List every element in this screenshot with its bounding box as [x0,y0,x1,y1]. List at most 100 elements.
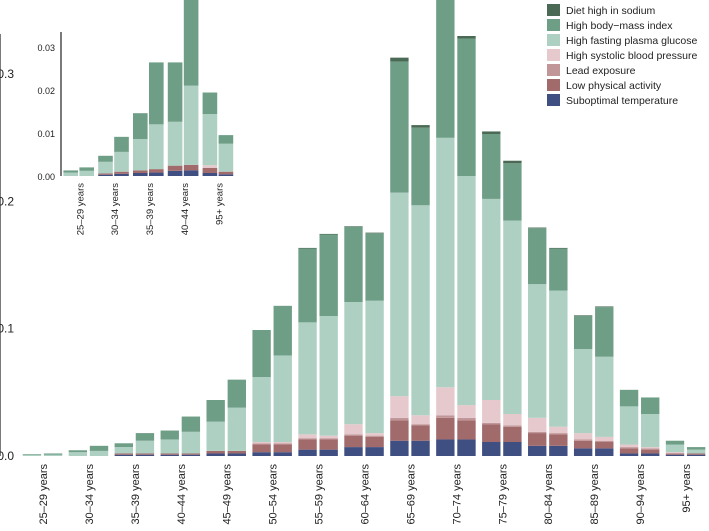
main-bar-segment [319,439,338,450]
main-bar-segment [482,400,501,423]
main-x-tick-label: 80–84 years [543,464,555,525]
main-bar-segment [273,444,292,453]
inset-bar-segment [98,173,113,175]
main-bar-segment [686,453,706,455]
main-bar-segment [573,315,593,316]
main-x-tick-label: 45–49 years [222,464,234,525]
main-bar-segment [390,57,409,62]
main-y-tick-label: 0.2 [0,194,14,208]
main-bar-segment [135,433,155,441]
main-bar-segment [503,425,522,427]
inset-bar-segment [202,92,218,115]
main-bar-segment [22,454,42,456]
main-bar-segment [503,442,522,456]
main-bar-segment [273,355,292,442]
main-bar-segment [436,387,455,416]
main-bar-segment [457,38,476,176]
main-x-tick-label: 35–39 years [130,464,142,525]
main-bar-segment [344,302,363,425]
inset-x-tick-label: 95+ years [215,183,226,225]
main-bar-segment [573,316,593,350]
main-bar-segment [135,454,155,456]
inset-bar-segment [98,161,113,174]
legend-swatch [547,4,560,16]
main-bar-segment [206,453,225,456]
main-x-tick-label: 30–34 years [84,464,96,525]
main-bar-segment [365,435,384,437]
inset-bar-segment [218,171,234,175]
main-bar-segment [411,425,430,441]
inset-bar-segment [149,172,164,176]
inset-bar-segment [183,164,199,171]
main-bar-segment [89,450,109,456]
main-bar-segment [22,454,42,455]
main-bar-segment [595,306,614,308]
main-bar-segment [135,440,155,454]
main-bar-segment [411,205,430,416]
main-bar-segment [619,444,639,448]
main-bar-segment [252,377,271,442]
main-x-tick-label: 70–74 years [451,464,463,525]
inset-bar-segment [183,85,199,165]
main-bar-segment [503,414,522,426]
main-bar-segment [482,422,501,425]
main-y-tick-label: 0.3 [0,67,14,81]
inset-y-tick-label: 0.00 [37,172,55,182]
main-bar-segment [298,434,317,439]
main-bar-segment [528,433,547,446]
main-y-tick-label: 0.0 [0,449,14,463]
legend-swatch [547,34,560,46]
main-bar-segment [206,450,225,454]
main-bar-segment [181,453,201,455]
main-bar-segment [436,415,455,418]
main-bar-segment [390,61,409,193]
main-bar-segment [457,405,476,418]
legend: Diet high in sodium High body−mass index H… [547,4,697,107]
main-bar-segment [298,439,317,450]
main-bar-segment [181,431,201,454]
main-bar-segment [227,453,246,456]
legend-swatch [547,94,560,106]
main-bar-segment [181,416,201,432]
main-bar-segment [89,445,109,451]
main-bar-segment [482,424,501,442]
main-bar-segment [273,452,292,456]
main-bar-segment [160,453,179,455]
main-bar-segment [319,233,338,235]
main-bar-segment [319,438,338,440]
inset-bar-segment [202,114,218,166]
inset-bar-segment [202,172,218,176]
main-bar-segment [457,439,476,456]
inset-bar-segment [132,170,148,173]
main-bar-segment [573,440,593,449]
main-bar-segment [344,226,363,302]
main-bar-segment [160,439,179,454]
main-bar-segment [549,445,568,456]
main-bar-segment [503,426,522,442]
main-bar-segment [619,447,639,449]
main-bar-segment [595,440,614,442]
inset-bar-segment [114,151,129,172]
main-bar-segment [482,198,501,400]
main-bar-segment [595,436,614,441]
main-bar-segment [227,407,246,451]
main-bar-segment [457,176,476,406]
main-bar-segment [686,454,706,456]
inset-bar-segment [218,174,234,176]
main-bar-segment [686,447,706,450]
inset-bar-segment [183,0,199,86]
main-bar-segment [573,349,593,434]
main-bar-segment [365,300,384,434]
main-bar-segment [595,356,614,437]
main-bar-segment [641,414,660,448]
inset-bar-segment [149,62,164,125]
inset-bar-segment [202,167,218,173]
main-bar-segment [160,454,179,456]
inset-x-tick-label: 35–39 years [145,183,156,236]
main-bar-segment [390,440,409,456]
main-bar-segment [344,434,363,436]
main-bar-segment [641,449,660,454]
main-bar-segment [252,444,271,453]
main-bar-segment [457,36,476,39]
inset-bar-segment [167,62,183,122]
